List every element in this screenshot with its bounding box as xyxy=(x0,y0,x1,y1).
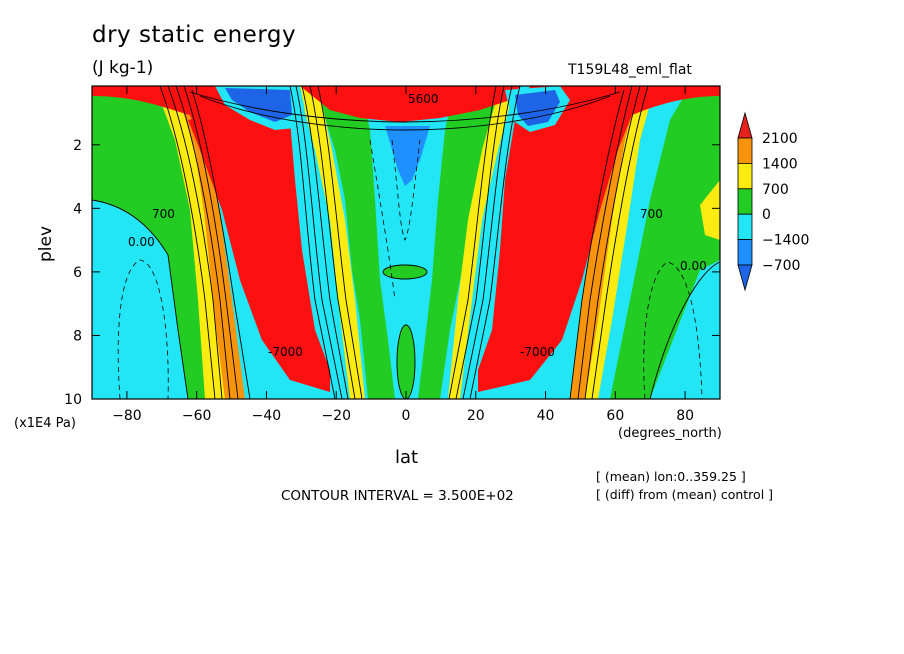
colorbar-segment xyxy=(737,188,753,215)
colorbar-segment xyxy=(737,213,753,240)
contour-label: -7000 xyxy=(268,345,303,359)
chart-units: (J kg-1) xyxy=(92,58,154,78)
x-tick-label: −40 xyxy=(252,408,282,424)
dashed-contours xyxy=(117,139,703,399)
chart-title: dry static energy xyxy=(92,22,297,48)
colorbar-arrow-top xyxy=(737,111,753,139)
x-axis: −80 −60 −40 −20 0 20 40 60 80 xyxy=(112,86,694,424)
contour-interval-note: CONTOUR INTERVAL = 3.500E+02 xyxy=(281,488,514,504)
colorbar-segment xyxy=(737,162,753,190)
colorbar-segment xyxy=(737,137,753,164)
y-axis: 2 4 6 8 10 xyxy=(64,138,720,408)
x-tick-label: −20 xyxy=(321,408,351,424)
y-tick-label: 2 xyxy=(73,138,82,154)
x-tick-label: 80 xyxy=(676,408,694,424)
run-name: T159L48_eml_flat xyxy=(568,62,692,78)
colorbar-label: −700 xyxy=(762,258,800,274)
blue-patch-north xyxy=(515,90,560,126)
colorbar-label: 1400 xyxy=(762,156,798,172)
colorbar-segment xyxy=(737,239,753,266)
contour-label: 5600 xyxy=(408,92,439,106)
y-tick-label: 4 xyxy=(73,201,82,217)
x-axis-units: (degrees_north) xyxy=(618,426,722,441)
colorbar: 2100 1400 700 0 −1400 −700 xyxy=(737,111,809,292)
x-axis-label: lat xyxy=(395,447,419,468)
x-tick-label: 20 xyxy=(467,408,485,424)
y-tick-label: 8 xyxy=(73,328,82,344)
x-tick-label: 60 xyxy=(606,408,624,424)
footnote-diff: [ (diff) from (mean) control ] xyxy=(596,487,774,502)
y-tick-label: 10 xyxy=(64,392,82,408)
x-tick-label: 0 xyxy=(402,408,411,424)
contour-label: -7000 xyxy=(520,345,555,359)
contour-label: 0.00 xyxy=(680,259,707,273)
contour-label: 0.00 xyxy=(128,235,155,249)
contour-label: 700 xyxy=(640,207,663,221)
y-axis-units: (x1E4 Pa) xyxy=(14,416,76,431)
colorbar-arrow-bottom xyxy=(737,264,753,292)
colorbar-label: 700 xyxy=(762,182,789,198)
colorbar-label: 2100 xyxy=(762,131,798,147)
x-tick-label: 40 xyxy=(537,408,555,424)
contour-field xyxy=(92,86,720,399)
x-tick-label: −60 xyxy=(182,408,212,424)
contour-lines xyxy=(92,86,720,399)
red-lobe-north xyxy=(478,86,720,392)
colorbar-label: 0 xyxy=(762,207,771,223)
contour-label: 700 xyxy=(152,207,175,221)
y-tick-label: 6 xyxy=(73,265,82,281)
blue-patch-south xyxy=(225,88,292,122)
contour-label-group: -7000 -7000 0.00 0.00 5600 700 700 xyxy=(128,92,707,359)
footnote-mean: [ (mean) lon:0..359.25 ] xyxy=(596,469,746,484)
x-tick-label: −80 xyxy=(112,408,142,424)
colorbar-label: −1400 xyxy=(762,233,809,249)
